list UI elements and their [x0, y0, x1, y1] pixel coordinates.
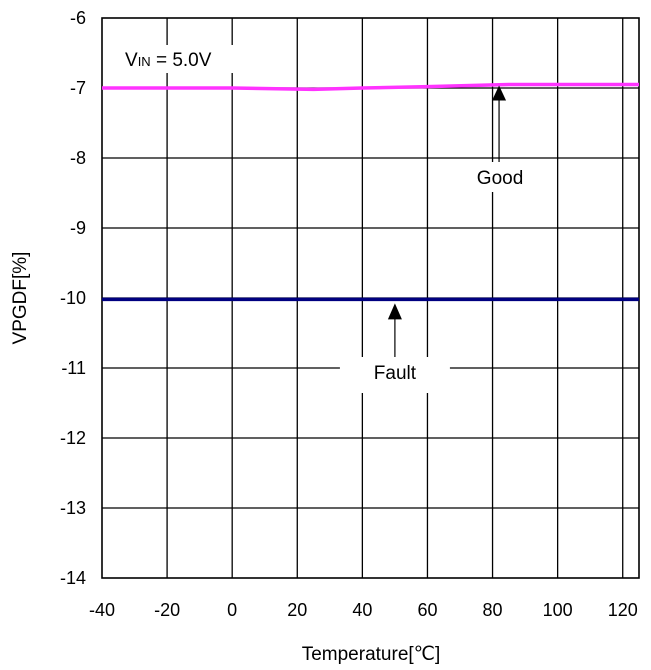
x-tick-label-2: 0 [227, 600, 237, 620]
x-tick-label-6: 80 [483, 600, 503, 620]
good-label: Good [477, 168, 523, 189]
fault-label-bg [339, 357, 450, 393]
x-tick-label-0: -40 [89, 600, 115, 620]
x-tick-label-8: 120 [608, 600, 638, 620]
condition-prefix: V [125, 50, 138, 71]
condition-label-bg [113, 45, 243, 73]
series-layer [102, 82, 639, 302]
condition-label: VIN = 5.0V [125, 50, 212, 71]
y-tick-label-5: -11 [61, 358, 86, 378]
good-label-bg [467, 162, 532, 192]
fault-label: Fault [374, 363, 417, 384]
series-line-good [102, 82, 639, 92]
y-tick-label-4: -10 [60, 288, 86, 308]
fault-arrow-head [387, 303, 402, 320]
y-tick-labels: -6 -7 -8 -9 -10 -11 -12 -13 -14 [60, 8, 86, 588]
x-axis-title: Temperature[℃] [302, 644, 441, 665]
x-tick-labels: -40 -20 0 20 40 60 80 100 120 [89, 600, 638, 620]
y-tick-label-1: -7 [70, 78, 86, 98]
good-arrow-head [492, 85, 507, 101]
x-tick-label-3: 20 [287, 600, 307, 620]
y-tick-label-8: -14 [60, 568, 86, 588]
x-tick-label-7: 100 [543, 600, 573, 620]
x-tick-label-5: 60 [417, 600, 437, 620]
y-tick-label-0: -6 [70, 8, 86, 28]
x-tick-label-4: 40 [352, 600, 372, 620]
y-tick-label-3: -9 [70, 218, 86, 238]
y-tick-label-6: -12 [60, 428, 86, 448]
annotation-layer: VIN = 5.0V Good Fault [113, 45, 532, 393]
condition-subscript: IN [138, 54, 151, 69]
x-tick-label-1: -20 [154, 600, 180, 620]
y-axis-title: VPGDF[%] [10, 252, 31, 345]
y-tick-label-7: -13 [60, 498, 86, 518]
y-tick-label-2: -8 [70, 148, 86, 168]
condition-value: = 5.0V [151, 50, 212, 71]
